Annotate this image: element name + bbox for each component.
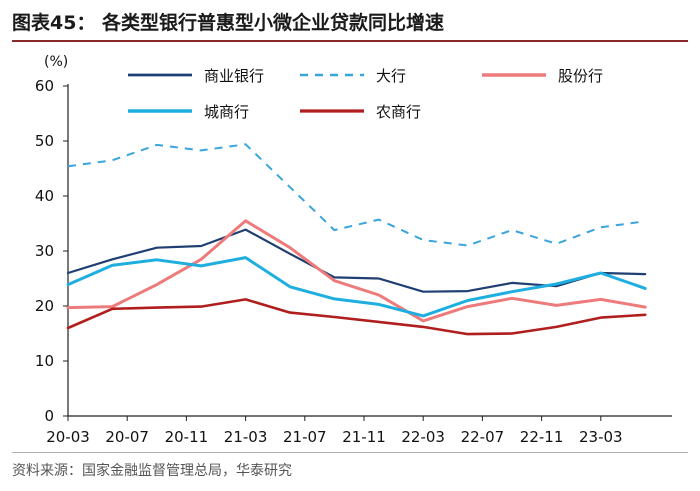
footer-divider xyxy=(12,452,688,453)
x-tick-label: 22-11 xyxy=(520,428,564,446)
y-tick-label: 10 xyxy=(35,352,54,370)
title-divider xyxy=(12,40,688,42)
y-tick-label: 40 xyxy=(35,187,54,205)
x-tick-label: 21-03 xyxy=(224,428,268,446)
x-tick-label: 20-07 xyxy=(105,428,149,446)
legend-label-1: 大行 xyxy=(376,67,406,85)
series-line-2 xyxy=(66,219,647,323)
x-axis-ticks: 20-03 20-07 20-11 21-03 21-07 21-11 22-03 22-07… xyxy=(46,416,623,446)
legend-label-4: 农商行 xyxy=(376,103,421,121)
axes xyxy=(67,84,672,417)
x-tick-label: 21-07 xyxy=(283,428,327,446)
source-note: 资料来源：国家金融监督管理总局，华泰研究 xyxy=(12,463,292,479)
x-tick-label: 22-07 xyxy=(461,428,505,446)
series-line-3 xyxy=(66,256,647,318)
x-tick-label: 21-11 xyxy=(342,428,386,446)
legend-label-2: 股份行 xyxy=(558,67,603,85)
y-axis-ticks: 0 10 20 30 40 50 60 xyxy=(35,77,68,425)
y-tick-label: 20 xyxy=(35,297,54,315)
x-tick-label: 22-03 xyxy=(401,428,445,446)
y-tick-label: 30 xyxy=(35,242,54,260)
y-tick-label: 60 xyxy=(35,77,54,95)
legend-label-3: 城商行 xyxy=(204,103,249,121)
legend-label-0: 商业银行 xyxy=(204,67,264,85)
y-axis-unit-label: (%) xyxy=(44,54,68,70)
y-tick-label: 0 xyxy=(44,407,54,425)
chart-title: 图表45： 各类型银行普惠型小微企业贷款同比增速 xyxy=(12,12,445,34)
series-lines xyxy=(66,143,647,336)
series-line-4 xyxy=(66,298,647,336)
x-tick-label: 23-03 xyxy=(579,428,623,446)
series-line-1 xyxy=(67,143,646,247)
y-tick-label: 50 xyxy=(35,132,54,150)
x-tick-label: 20-03 xyxy=(46,428,90,446)
x-tick-label: 20-11 xyxy=(165,428,209,446)
